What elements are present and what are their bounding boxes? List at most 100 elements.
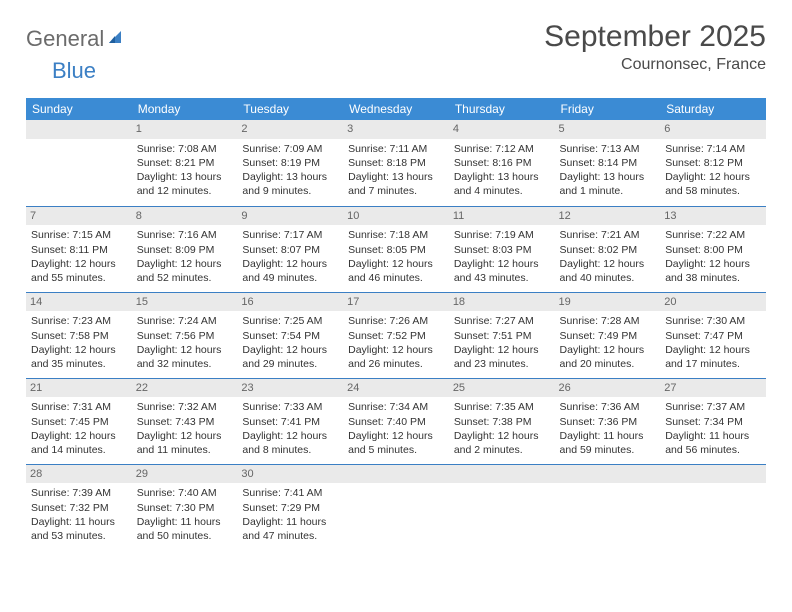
day-detail-line: Sunrise: 7:14 AM: [665, 142, 761, 156]
day-cell: 27 Sunrise: 7:37 AMSunset: 7:34 PMDayligh…: [660, 378, 766, 464]
day-cell: 5Sunrise: 7:13 AMSunset: 8:14 PMDaylight…: [555, 120, 661, 206]
day-cell: 11Sunrise: 7:19 AMSunset: 8:03 PMDayligh…: [449, 206, 555, 292]
day-detail-line: Daylight: 13 hours and 1 minute.: [560, 170, 656, 198]
day-number: 19: [555, 293, 661, 312]
day-number: 16: [237, 293, 343, 312]
day-number: 23: [237, 379, 343, 398]
day-number: 29: [132, 465, 238, 484]
day-detail-line: Sunrise: 7:36 AM: [560, 400, 656, 414]
day-detail-line: Daylight: 12 hours and 2 minutes.: [454, 429, 550, 457]
day-detail-line: Sunset: 7:32 PM: [31, 501, 127, 515]
day-detail-line: Daylight: 13 hours and 7 minutes.: [348, 170, 444, 198]
calendar-page: General September 2025 Cournonsec, Franc…: [0, 0, 792, 570]
day-detail-line: Sunrise: 7:39 AM: [31, 486, 127, 500]
day-number: 15: [132, 293, 238, 312]
day-cell: 28 Sunrise: 7:39 AMSunset: 7:32 PMDayligh…: [26, 464, 132, 550]
day-number: 22: [132, 379, 238, 398]
day-detail-line: Daylight: 12 hours and 43 minutes.: [454, 257, 550, 285]
day-detail-line: Sunset: 7:45 PM: [31, 415, 127, 429]
day-number: 11: [449, 207, 555, 226]
day-number: 28: [26, 465, 132, 484]
day-detail-line: Sunset: 8:12 PM: [665, 156, 761, 170]
day-detail-line: Sunset: 7:43 PM: [137, 415, 233, 429]
day-detail-line: Sunrise: 7:41 AM: [242, 486, 338, 500]
day-detail-line: Sunset: 7:41 PM: [242, 415, 338, 429]
day-detail-line: Sunrise: 7:35 AM: [454, 400, 550, 414]
day-detail-line: Daylight: 11 hours and 50 minutes.: [137, 515, 233, 543]
day-detail-line: Sunset: 8:00 PM: [665, 243, 761, 257]
calendar-row: 7Sunrise: 7:15 AMSunset: 8:11 PMDaylight…: [26, 206, 766, 292]
calendar-table: SundayMondayTuesdayWednesdayThursdayFrid…: [26, 98, 766, 550]
day-detail-line: Sunrise: 7:40 AM: [137, 486, 233, 500]
day-detail-line: Sunrise: 7:33 AM: [242, 400, 338, 414]
day-detail-line: Daylight: 12 hours and 40 minutes.: [560, 257, 656, 285]
title-block: September 2025 Cournonsec, France: [544, 20, 766, 74]
day-detail-line: Daylight: 11 hours and 56 minutes.: [665, 429, 761, 457]
day-detail-line: Sunset: 7:47 PM: [665, 329, 761, 343]
day-detail-line: Daylight: 11 hours and 59 minutes.: [560, 429, 656, 457]
calendar-row: 14Sunrise: 7:23 AMSunset: 7:58 PMDayligh…: [26, 292, 766, 378]
day-number: 25: [449, 379, 555, 398]
day-cell: 9Sunrise: 7:17 AMSunset: 8:07 PMDaylight…: [237, 206, 343, 292]
day-detail-line: Sunrise: 7:37 AM: [665, 400, 761, 414]
day-number: 3: [343, 120, 449, 139]
day-number: 6: [660, 120, 766, 139]
day-detail-line: Daylight: 12 hours and 38 minutes.: [665, 257, 761, 285]
day-detail-line: Sunset: 8:05 PM: [348, 243, 444, 257]
day-cell: 13Sunrise: 7:22 AMSunset: 8:00 PMDayligh…: [660, 206, 766, 292]
weekday-header: Friday: [555, 98, 661, 120]
weekday-header: Monday: [132, 98, 238, 120]
calendar-head: SundayMondayTuesdayWednesdayThursdayFrid…: [26, 98, 766, 120]
weekday-row: SundayMondayTuesdayWednesdayThursdayFrid…: [26, 98, 766, 120]
day-detail-line: Daylight: 12 hours and 55 minutes.: [31, 257, 127, 285]
calendar-row: 28Sunrise: 7:39 AMSunset: 7:32 PMDayligh…: [26, 464, 766, 550]
day-detail-line: Sunrise: 7:15 AM: [31, 228, 127, 242]
day-detail-line: Sunrise: 7:11 AM: [348, 142, 444, 156]
day-detail-line: Sunset: 7:34 PM: [665, 415, 761, 429]
day-detail-line: Sunset: 7:30 PM: [137, 501, 233, 515]
day-detail-line: Sunset: 8:02 PM: [560, 243, 656, 257]
day-detail-line: Daylight: 12 hours and 52 minutes.: [137, 257, 233, 285]
day-detail-line: Sunrise: 7:34 AM: [348, 400, 444, 414]
day-detail-line: Daylight: 12 hours and 5 minutes.: [348, 429, 444, 457]
day-detail-line: Sunrise: 7:19 AM: [454, 228, 550, 242]
day-number: 27: [660, 379, 766, 398]
day-cell: 30Sunrise: 7:41 AMSunset: 7:29 PMDayligh…: [237, 464, 343, 550]
day-detail-line: Sunrise: 7:25 AM: [242, 314, 338, 328]
day-detail-line: Sunset: 8:19 PM: [242, 156, 338, 170]
day-detail-line: Sunrise: 7:17 AM: [242, 228, 338, 242]
day-cell: 19Sunrise: 7:28 AMSunset: 7:49 PMDayligh…: [555, 292, 661, 378]
day-number: 26: [555, 379, 661, 398]
day-detail-line: Sunset: 7:29 PM: [242, 501, 338, 515]
day-detail-line: Daylight: 13 hours and 9 minutes.: [242, 170, 338, 198]
day-detail-line: Daylight: 12 hours and 26 minutes.: [348, 343, 444, 371]
day-number: 1: [132, 120, 238, 139]
day-number: [26, 120, 132, 139]
day-detail-line: Sunset: 8:16 PM: [454, 156, 550, 170]
logo: General: [26, 20, 129, 52]
day-number: 5: [555, 120, 661, 139]
day-detail-line: Sunset: 7:51 PM: [454, 329, 550, 343]
day-cell: 22 Sunrise: 7:32 AMSunset: 7:43 PMDayligh…: [132, 378, 238, 464]
empty-cell: [555, 464, 661, 550]
day-detail-line: Daylight: 11 hours and 53 minutes.: [31, 515, 127, 543]
day-detail-line: Daylight: 12 hours and 11 minutes.: [137, 429, 233, 457]
day-number: [343, 465, 449, 484]
day-detail-line: Sunrise: 7:32 AM: [137, 400, 233, 414]
empty-cell: [26, 120, 132, 206]
day-detail-line: Sunrise: 7:08 AM: [137, 142, 233, 156]
day-detail-line: Sunset: 8:07 PM: [242, 243, 338, 257]
day-detail-line: Sunrise: 7:16 AM: [137, 228, 233, 242]
day-cell: 17Sunrise: 7:26 AMSunset: 7:52 PMDayligh…: [343, 292, 449, 378]
day-detail-line: Sunset: 8:11 PM: [31, 243, 127, 257]
day-detail-line: Sunset: 7:52 PM: [348, 329, 444, 343]
empty-cell: [343, 464, 449, 550]
weekday-header: Sunday: [26, 98, 132, 120]
day-number: 2: [237, 120, 343, 139]
month-title: September 2025: [544, 20, 766, 54]
day-detail-line: Daylight: 12 hours and 8 minutes.: [242, 429, 338, 457]
day-detail-line: Sunset: 7:40 PM: [348, 415, 444, 429]
day-cell: 18Sunrise: 7:27 AMSunset: 7:51 PMDayligh…: [449, 292, 555, 378]
day-detail-line: Sunrise: 7:13 AM: [560, 142, 656, 156]
day-number: 14: [26, 293, 132, 312]
